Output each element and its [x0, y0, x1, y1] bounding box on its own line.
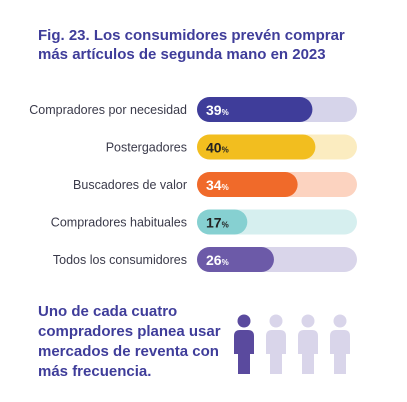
bar-row: Compradores habituales 17%: [51, 209, 357, 235]
person-icon: [266, 314, 286, 374]
person-icon: [330, 314, 350, 374]
bar: [197, 209, 248, 235]
bar: [197, 172, 298, 197]
category-label: Postergadores: [106, 141, 187, 155]
category-label: Compradores por necesidad: [29, 103, 187, 117]
person-icon: [234, 314, 254, 374]
category-label: Buscadores de valor: [73, 178, 187, 192]
footer-text: Uno de cada cuatro compradores planea us…: [38, 303, 221, 380]
category-label: Todos los consumidores: [53, 253, 187, 267]
people-pictogram: [234, 314, 350, 374]
bar-row: Buscadores de valor 34%: [73, 172, 357, 197]
bar-row: Compradores por necesidad 39%: [29, 97, 357, 122]
chart-title: Fig. 23. Los consumidores prevén comprar…: [38, 27, 345, 63]
person-icon: [298, 314, 318, 374]
bar-row: Todos los consumidores 26%: [53, 247, 357, 272]
bar-row: Postergadores 40%: [106, 134, 357, 160]
bar: [197, 247, 274, 272]
bar: [197, 97, 313, 122]
category-label: Compradores habituales: [51, 216, 187, 230]
bar: [197, 134, 316, 160]
